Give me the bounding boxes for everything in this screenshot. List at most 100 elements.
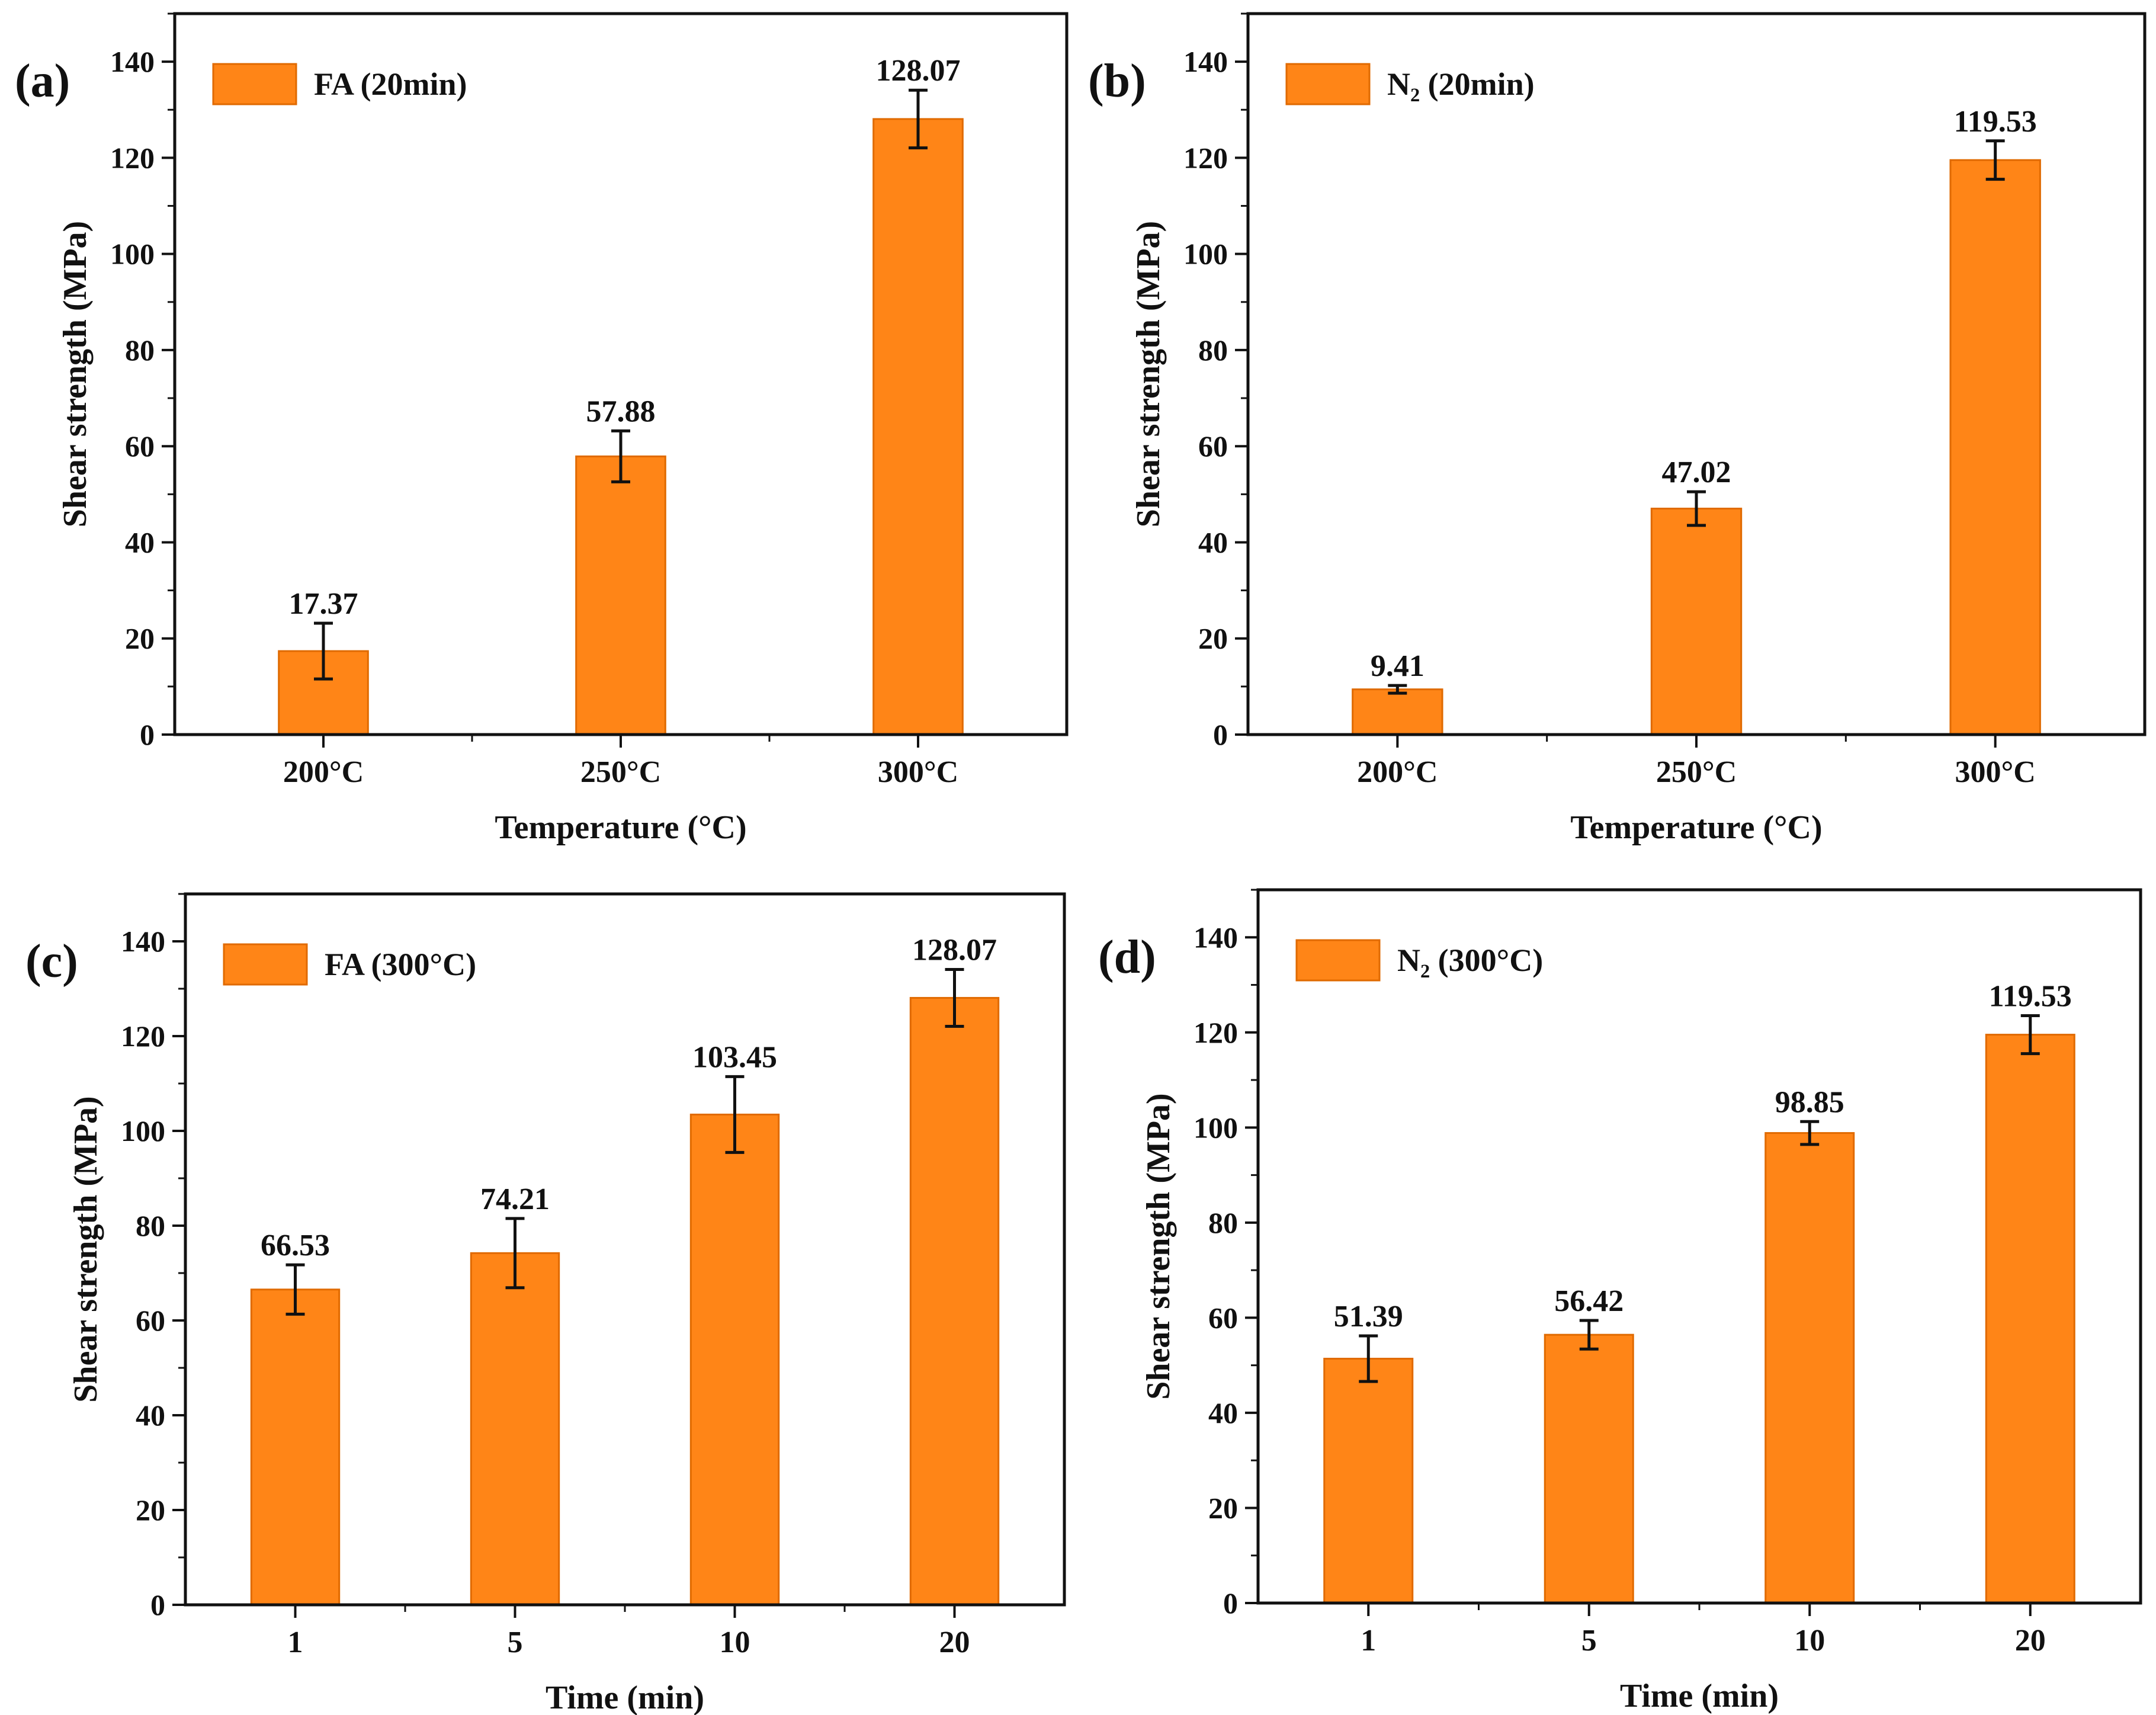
x-tick-label: 5: [1581, 1624, 1597, 1658]
y-tick-label: 60: [1198, 429, 1228, 463]
bar: [575, 455, 666, 736]
data-label: 47.02: [1662, 456, 1731, 489]
y-tick-label: 20: [1208, 1491, 1238, 1524]
y-axis-label: Shear strength (MPa): [1130, 221, 1167, 527]
bar: [872, 118, 964, 736]
x-tick-label: 250°C: [1656, 755, 1737, 789]
x-tick-label: 1: [288, 1626, 303, 1659]
chart-panel-a: 17.37 200°C 57.88 250°C 128.07 300°C 0 20 40 60 80…: [15, 12, 1069, 846]
y-tick-label: 100: [1183, 238, 1228, 271]
x-tick-label: 200°C: [1357, 755, 1438, 789]
bar: [1764, 1132, 1855, 1604]
y-tick-label: 20: [136, 1493, 165, 1527]
y-tick-label: 0: [1223, 1586, 1238, 1620]
data-label: 57.88: [586, 395, 656, 428]
panel-label: (a): [15, 55, 70, 107]
bar: [470, 1252, 560, 1606]
y-tick-label: 80: [1198, 334, 1228, 367]
y-tick-label: 140: [110, 45, 155, 78]
y-tick-label: 120: [1183, 141, 1228, 174]
x-axis-label: Time (min): [1620, 1678, 1779, 1714]
x-tick-label: 250°C: [580, 755, 661, 789]
legend-swatch: [1295, 939, 1381, 982]
panel-label: (c): [25, 935, 78, 988]
chart-panel-c: 66.53 1 74.21 5 103.45 10 128.07 20 0 20 40 60 80 100…: [25, 892, 1066, 1715]
y-tick-label: 120: [121, 1020, 165, 1053]
legend-swatch: [223, 943, 308, 986]
y-tick-label: 80: [1208, 1206, 1238, 1239]
bar: [250, 1288, 341, 1606]
x-axis-label: Time (min): [546, 1679, 704, 1715]
y-tick-label: 100: [1194, 1111, 1238, 1144]
y-tick-label: 60: [125, 429, 155, 463]
data-label: 51.39: [1334, 1300, 1403, 1333]
panel-label: (d): [1098, 931, 1156, 983]
bar: [689, 1113, 780, 1606]
plot-frame: [184, 892, 1066, 1607]
y-tick-label: 140: [1183, 45, 1228, 78]
y-tick-label: 140: [121, 925, 165, 958]
y-tick-label: 100: [121, 1114, 165, 1147]
legend-label: N₂ (20min): [1387, 66, 1535, 102]
data-label: 119.53: [1954, 105, 2037, 139]
data-label: 98.85: [1775, 1085, 1844, 1119]
x-tick-label: 200°C: [283, 755, 364, 789]
bar: [1949, 159, 2041, 736]
x-tick-label: 300°C: [878, 755, 958, 789]
y-tick-label: 120: [110, 141, 155, 174]
x-tick-label: 5: [508, 1626, 523, 1659]
data-label: 128.07: [876, 54, 961, 88]
x-tick-label: 10: [720, 1626, 750, 1659]
data-label: 56.42: [1554, 1284, 1624, 1318]
y-tick-label: 20: [1198, 622, 1228, 655]
data-label: 128.07: [912, 933, 997, 967]
x-axis-label: Temperature (°C): [495, 809, 746, 846]
bar: [1544, 1333, 1634, 1604]
data-label: 103.45: [692, 1040, 777, 1074]
y-tick-label: 0: [140, 718, 155, 751]
data-label: 17.37: [289, 587, 358, 621]
y-axis-label: Shear strength (MPa): [57, 221, 94, 527]
x-axis-label: Temperature (°C): [1570, 809, 1822, 846]
legend-label: FA (20min): [314, 66, 467, 102]
y-tick-label: 60: [1208, 1301, 1238, 1334]
y-tick-label: 80: [136, 1209, 165, 1242]
bar: [1985, 1034, 2075, 1604]
x-tick-label: 300°C: [1955, 755, 2035, 789]
bar: [1323, 1358, 1414, 1604]
y-tick-label: 40: [1208, 1396, 1238, 1429]
x-tick-label: 10: [1794, 1624, 1825, 1658]
data-label: 119.53: [1989, 979, 2072, 1013]
y-tick-label: 0: [150, 1588, 165, 1621]
plot-frame: [1246, 12, 2147, 736]
y-tick-label: 100: [110, 238, 155, 271]
y-axis-label: Shear strength (MPa): [1140, 1093, 1177, 1399]
y-tick-label: 120: [1194, 1016, 1238, 1049]
x-tick-label: 20: [939, 1626, 970, 1659]
y-tick-label: 40: [1198, 525, 1228, 559]
legend-swatch: [212, 63, 297, 105]
bar: [1650, 508, 1743, 736]
x-tick-label: 20: [2015, 1624, 2046, 1658]
y-tick-label: 40: [125, 525, 155, 559]
legend-swatch: [1285, 63, 1371, 105]
y-tick-label: 0: [1213, 718, 1228, 751]
chart-panel-d: 51.39 1 56.42 5 98.85 10 119.53 20 0 20 40 60 80 100 1…: [1098, 888, 2142, 1714]
y-tick-label: 20: [125, 622, 155, 655]
bar: [909, 996, 1000, 1606]
y-tick-label: 140: [1194, 921, 1238, 954]
plot-frame: [173, 12, 1069, 736]
legend-label: N₂ (300°C): [1397, 943, 1543, 978]
data-label: 9.41: [1371, 649, 1424, 683]
y-tick-label: 40: [136, 1399, 165, 1432]
data-label: 74.21: [480, 1182, 550, 1216]
y-axis-label: Shear strength (MPa): [68, 1096, 104, 1402]
data-label: 66.53: [261, 1229, 330, 1262]
y-tick-label: 60: [136, 1304, 165, 1337]
x-tick-label: 1: [1361, 1624, 1376, 1658]
chart-panel-b: 9.41 200°C 47.02 250°C 119.53 300°C 0 20 40 60 80 1…: [1088, 12, 2147, 846]
y-tick-label: 80: [125, 334, 155, 367]
plot-frame: [1256, 888, 2142, 1605]
panel-label: (b): [1088, 55, 1146, 107]
